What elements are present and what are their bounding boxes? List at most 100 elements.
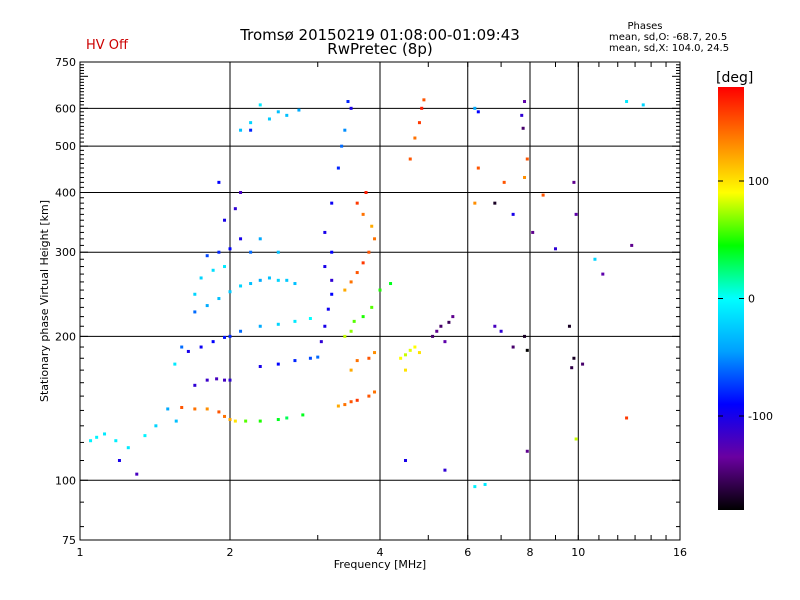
x-tick-label: 2 — [227, 546, 234, 559]
data-point — [249, 282, 253, 286]
data-point — [499, 329, 503, 333]
data-point — [217, 180, 221, 184]
data-point — [349, 280, 353, 284]
data-point — [205, 378, 209, 382]
chart-subtitle: RwPretec (8p) — [327, 40, 433, 58]
data-point — [249, 250, 253, 254]
data-point — [239, 329, 243, 333]
data-point — [476, 110, 480, 114]
data-point — [114, 439, 118, 443]
data-point — [355, 201, 359, 205]
x-tick-label: 4 — [377, 546, 384, 559]
data-point — [205, 304, 209, 308]
data-point — [346, 100, 350, 104]
data-point — [443, 468, 447, 472]
data-point — [343, 128, 347, 132]
data-point — [135, 472, 139, 476]
data-point — [239, 237, 243, 241]
data-point — [267, 117, 271, 121]
data-point — [319, 340, 323, 344]
data-point — [581, 362, 585, 366]
data-point — [228, 290, 232, 294]
data-point — [553, 247, 557, 251]
data-point — [217, 410, 221, 414]
data-point — [205, 407, 209, 411]
data-point — [574, 212, 578, 216]
data-point — [511, 212, 515, 216]
data-point — [267, 276, 271, 280]
data-point — [193, 310, 197, 314]
data-point — [211, 340, 215, 344]
data-point — [523, 334, 527, 338]
data-point — [352, 319, 356, 323]
data-point — [258, 278, 262, 282]
data-point — [180, 405, 184, 409]
data-point — [520, 113, 524, 117]
data-point — [572, 180, 576, 184]
data-point — [233, 207, 237, 211]
data-point — [293, 319, 297, 323]
data-point — [223, 335, 227, 339]
data-point — [370, 305, 374, 309]
data-point — [293, 282, 297, 286]
data-point — [567, 324, 571, 328]
data-point — [180, 345, 184, 349]
data-point — [228, 378, 232, 382]
data-point — [403, 353, 407, 357]
data-point — [493, 201, 497, 205]
data-point — [417, 351, 421, 355]
data-point — [435, 329, 439, 333]
data-point — [223, 265, 227, 269]
colorbar-tick-label: -100 — [748, 410, 773, 423]
data-point — [95, 435, 99, 439]
phases-heading: Phases — [627, 21, 663, 32]
grid-lines — [80, 62, 680, 540]
data-point — [174, 419, 178, 423]
data-point — [239, 284, 243, 288]
data-point — [355, 398, 359, 402]
data-point — [361, 261, 365, 265]
data-point — [408, 157, 412, 161]
data-point — [103, 432, 107, 436]
x-tick-label: 1 — [77, 546, 84, 559]
data-point — [420, 106, 424, 110]
data-point — [370, 224, 374, 228]
x-tick-label: 16 — [673, 546, 687, 559]
data-point — [343, 403, 347, 407]
axis-ticks: 1 2 4 6 8 10 16 75 100 200 300 400 500 600 750 — [55, 56, 687, 559]
data-point — [641, 103, 645, 107]
data-point — [258, 237, 262, 241]
y-tick-label: 300 — [55, 246, 76, 259]
data-point — [326, 307, 330, 311]
data-point — [541, 193, 545, 197]
data-point — [443, 340, 447, 344]
data-point — [572, 356, 576, 360]
data-point — [493, 324, 497, 328]
data-point — [308, 356, 312, 360]
x-tick-label: 10 — [571, 546, 585, 559]
data-point — [215, 377, 219, 381]
data-point — [349, 368, 353, 372]
data-point — [373, 351, 377, 355]
data-point — [316, 355, 320, 359]
data-point — [511, 345, 515, 349]
chart-title: Tromsø 20150219 01:08:00-01:09:43 — [240, 26, 520, 44]
data-point — [293, 359, 297, 363]
data-point — [574, 437, 578, 441]
data-point — [531, 230, 535, 234]
data-point — [431, 334, 435, 338]
colorbar-tick-label: 0 — [748, 293, 755, 306]
data-point — [330, 201, 334, 205]
hv-status-label: HV Off — [86, 38, 128, 53]
y-tick-label: 500 — [55, 140, 76, 153]
data-point — [361, 315, 365, 319]
data-point — [285, 113, 289, 117]
colorbar-ticks: 100 0 -100 — [718, 175, 773, 423]
data-point — [199, 276, 203, 280]
data-point — [258, 324, 262, 328]
data-point — [285, 278, 289, 282]
data-point — [330, 292, 334, 296]
data-point — [483, 482, 487, 486]
data-point — [285, 416, 289, 420]
data-point — [447, 320, 451, 324]
